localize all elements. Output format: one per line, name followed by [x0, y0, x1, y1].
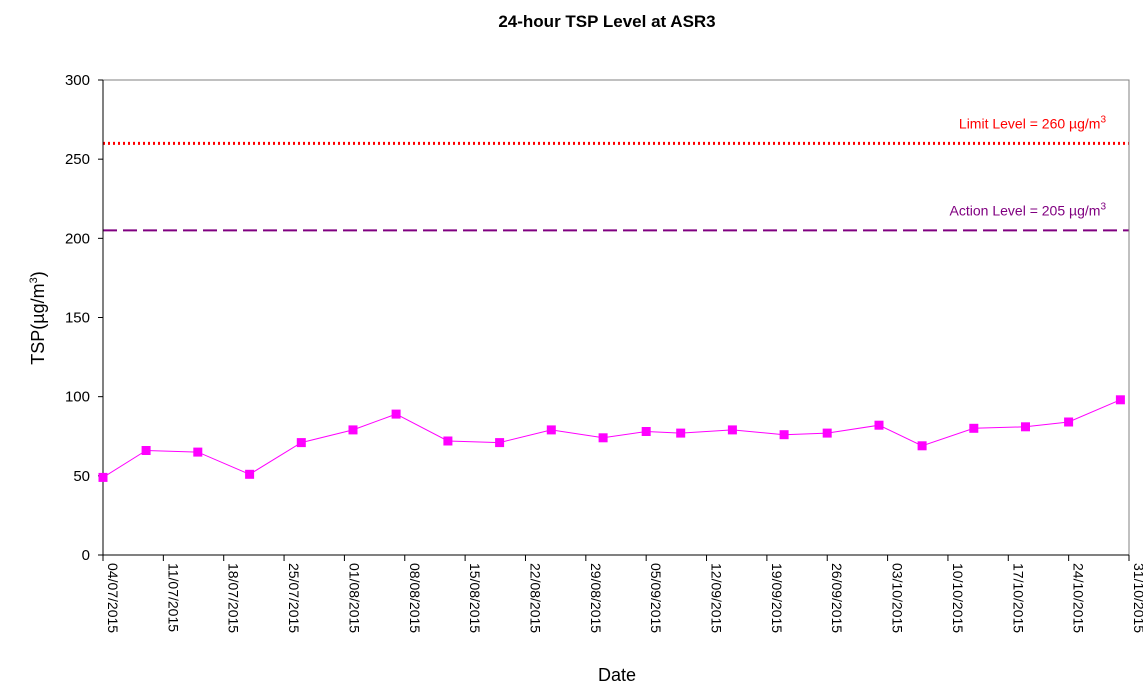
y-axis-label: TSP(µg/m3): [28, 271, 48, 365]
y-tick-label: 100: [65, 389, 90, 406]
x-tick-label: 22/08/2015: [527, 563, 543, 633]
data-point: [727, 425, 737, 435]
x-tick-label: 29/08/2015: [588, 563, 604, 633]
y-tick-label: 200: [65, 230, 90, 247]
x-axis-label: Date: [598, 665, 636, 685]
data-point: [676, 428, 686, 438]
x-tick-label: 19/09/2015: [769, 563, 785, 633]
reference-line-label-main: Action Level = 205 µg/m: [950, 202, 1101, 218]
reference-line-label-superscript: 3: [1100, 201, 1106, 212]
data-point: [1021, 422, 1030, 432]
x-tick-label: 03/10/2015: [890, 563, 906, 633]
y-tick-label: 0: [82, 547, 90, 564]
reference-line-label-superscript: 3: [1100, 114, 1106, 125]
x-tick-label: 08/08/2015: [407, 563, 423, 633]
data-point: [296, 438, 306, 448]
y-tick-label: 50: [73, 468, 90, 485]
data-point: [917, 441, 927, 451]
x-tick-label: 25/07/2015: [286, 563, 302, 633]
data-point: [822, 428, 832, 438]
reference-line-label-main: Limit Level = 260 µg/m: [959, 115, 1101, 131]
data-point: [141, 446, 151, 455]
reference-line-label: Action Level = 205 µg/m3: [950, 201, 1107, 218]
reference-line-label: Limit Level = 260 µg/m3: [959, 114, 1107, 131]
data-point: [348, 425, 358, 435]
x-tick-label: 18/07/2015: [226, 563, 242, 633]
data-point: [193, 447, 203, 457]
y-axis: 0 50 100 150 200 250 300: [65, 72, 104, 564]
data-point: [546, 425, 556, 435]
data-point: [1064, 417, 1074, 427]
x-tick-label: 26/09/2015: [829, 563, 845, 633]
data-point: [598, 433, 608, 443]
x-tick-label: 12/09/2015: [709, 563, 725, 633]
plot-area: [102, 79, 1130, 556]
x-tick-label: 04/07/2015: [105, 563, 121, 633]
data-point: [1115, 395, 1125, 405]
x-tick-label: 24/10/2015: [1071, 563, 1087, 633]
chart-title: 24-hour TSP Level at ASR3: [498, 12, 715, 31]
data-point: [98, 472, 108, 482]
x-tick-label: 10/10/2015: [950, 563, 966, 633]
x-tick-label: 15/08/2015: [467, 563, 483, 633]
data-point: [969, 423, 979, 433]
x-tick-label: 31/10/2015: [1131, 563, 1143, 633]
data-point: [495, 438, 505, 448]
x-tick-label: 01/08/2015: [346, 563, 362, 633]
series-group: [98, 395, 1125, 482]
data-point: [443, 436, 453, 446]
x-axis: 04/07/2015 11/07/2015 18/07/2015 25/07/2015…: [102, 554, 1143, 633]
series-line: [102, 399, 1121, 478]
data-point: [874, 420, 884, 430]
data-point: [245, 469, 255, 479]
y-axis-label-end: ): [28, 271, 48, 277]
data-point: [391, 409, 401, 419]
y-tick-label: 300: [65, 72, 90, 89]
y-tick-label: 150: [65, 310, 90, 327]
y-axis-label-superscript: 3: [28, 277, 40, 283]
y-tick-label: 250: [65, 151, 90, 168]
data-point: [779, 430, 789, 440]
x-tick-label: 05/09/2015: [648, 563, 664, 633]
x-tick-label: 11/07/2015: [165, 563, 181, 632]
y-axis-label-main: TSP(µg/m: [28, 283, 48, 364]
data-point: [641, 427, 651, 436]
x-tick-label: 17/10/2015: [1010, 563, 1026, 633]
